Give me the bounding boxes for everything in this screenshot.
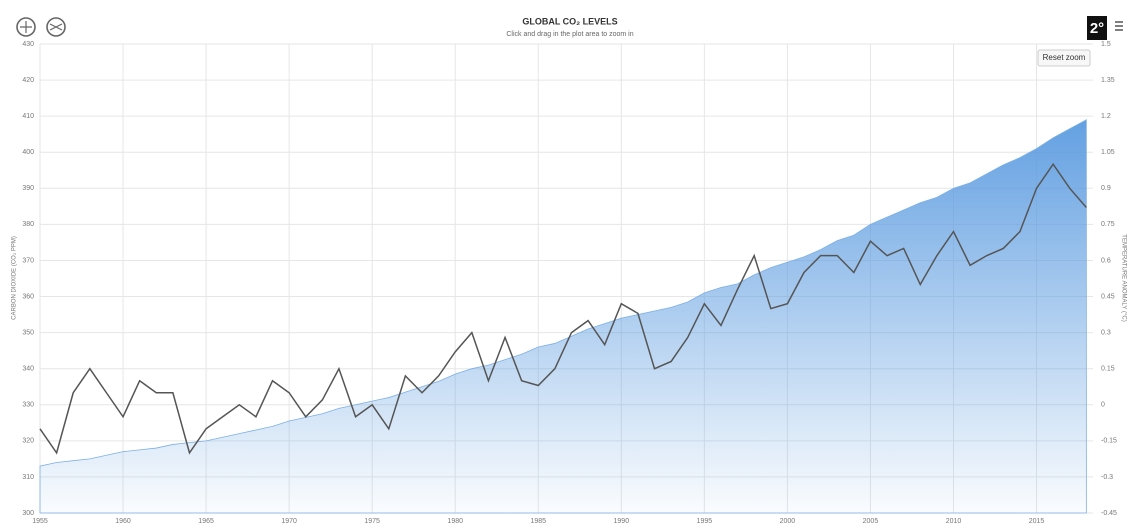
- y-tick-label: 390: [22, 185, 34, 192]
- x-tick-label: 1975: [364, 518, 380, 525]
- y2-tick-label: 0.9: [1101, 185, 1111, 192]
- y-tick-label: 370: [22, 257, 34, 264]
- y2-axis-label: TEMPERATURE ANOMALY (°C): [1120, 234, 1126, 321]
- y2-tick-label: 0.15: [1101, 366, 1115, 373]
- logo-box: [1087, 16, 1107, 40]
- y2-tick-label: 1.35: [1101, 77, 1115, 84]
- icon-1-detail: [20, 21, 32, 33]
- logo: 2°: [1090, 20, 1104, 37]
- y2-tick-label: -0.45: [1101, 510, 1117, 517]
- x-tick-label: 1985: [530, 518, 546, 525]
- y-tick-label: 310: [22, 474, 34, 481]
- x-tick-label: 1960: [115, 518, 131, 525]
- reset-zoom-button[interactable]: Reset zoom: [1037, 49, 1091, 67]
- y2-tick-label: 0.45: [1101, 293, 1115, 300]
- y2-tick-label: 0.6: [1101, 257, 1111, 264]
- y-axis-label: CARBON DIOXIDE (CO₂ PPM): [12, 236, 18, 320]
- icon-1: [16, 17, 36, 37]
- icon-2-detail: [49, 23, 63, 31]
- y-tick-label: 330: [22, 402, 34, 409]
- chart-title: GLOBAL CO₂ LEVELS: [522, 16, 617, 26]
- y-tick-label: 350: [22, 329, 34, 336]
- y-tick-label: 380: [22, 221, 34, 228]
- chart-subtitle: Click and drag in the plot area to zoom …: [506, 31, 633, 38]
- y-tick-label: 400: [22, 149, 34, 156]
- x-tick-label: 1955: [32, 518, 48, 525]
- button-label[interactable]: Reset zoom: [1043, 53, 1086, 62]
- x-tick-label: 2010: [946, 518, 962, 525]
- y2-tick-label: 1.5: [1101, 41, 1111, 48]
- y-tick-label: 430: [22, 41, 34, 48]
- y2-tick-label: 0.3: [1101, 329, 1111, 336]
- y2-tick-label: -0.3: [1101, 474, 1113, 481]
- y2-tick-label: 0.75: [1101, 221, 1115, 228]
- temperature-line: [39, 162, 1087, 455]
- y2-tick-label: 0: [1101, 402, 1105, 409]
- y2-tick-label: 1.05: [1101, 149, 1115, 156]
- menu-icon[interactable]: [1115, 21, 1123, 31]
- y2-tick-label: 1.2: [1101, 113, 1111, 120]
- button-box[interactable]: [1037, 49, 1091, 67]
- y-tick-label: 360: [22, 293, 34, 300]
- y-tick-label: 420: [22, 77, 34, 84]
- y2-tick-label: -0.15: [1101, 438, 1117, 445]
- x-tick-label: 1970: [281, 518, 297, 525]
- x-tick-label: 1995: [697, 518, 713, 525]
- toolbar-icons: [16, 17, 66, 37]
- x-tick-label: 2005: [863, 518, 879, 525]
- y-tick-label: 320: [22, 438, 34, 445]
- y-tick-label: 340: [22, 366, 34, 373]
- x-tick-label: 1980: [447, 518, 463, 525]
- co2-area: [39, 119, 1087, 514]
- icon-2: [46, 17, 66, 37]
- x-tick-label: 1990: [614, 518, 630, 525]
- y-tick-label: 410: [22, 113, 34, 120]
- x-tick-label: 1965: [198, 518, 214, 525]
- y-tick-label: 300: [22, 510, 34, 517]
- x-tick-label: 2000: [780, 518, 796, 525]
- x-tick-label: 2015: [1029, 518, 1045, 525]
